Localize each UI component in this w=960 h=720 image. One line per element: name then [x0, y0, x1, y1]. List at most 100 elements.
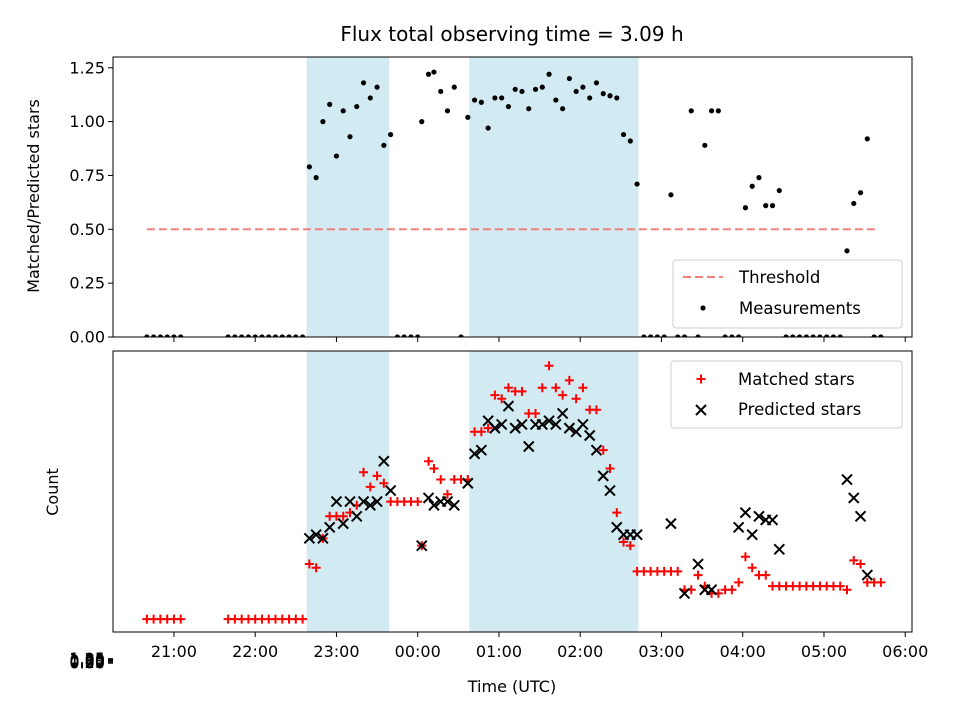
bottom-y-tick-label: 0.50: [69, 652, 105, 671]
measurement-point: [340, 108, 346, 114]
measurement-point: [756, 175, 762, 181]
predicted-star-marker: [516, 418, 528, 431]
predicted-star-marker: [692, 558, 704, 570]
measurement-point: [729, 334, 735, 337]
top-y-tick-label: 0.50: [69, 220, 105, 239]
matched-star-marker: [379, 478, 389, 488]
measurement-point: [546, 71, 552, 77]
measurement-point: [587, 95, 593, 101]
measurement-point: [736, 334, 742, 337]
predicted-star-marker: [536, 418, 549, 431]
matched-star-marker: [612, 508, 622, 518]
legend-threshold-label: Threshold: [738, 268, 820, 287]
matched-star-marker: [429, 464, 439, 474]
measurement-point: [560, 106, 566, 112]
measurement-point: [668, 192, 674, 198]
predicted-star-marker: [841, 473, 853, 486]
matched-star-marker: [673, 566, 683, 576]
bottom-y-tick-label: 0.00: [69, 654, 105, 673]
measurement-point: [499, 95, 505, 101]
bottom-plot-area: [142, 361, 886, 624]
measurement-point: [871, 334, 877, 337]
matched-star-marker: [619, 537, 629, 547]
measurement-point: [286, 334, 292, 337]
matched-star-marker: [849, 555, 859, 565]
predicted-star-marker: [861, 569, 874, 581]
measurement-point: [695, 334, 701, 337]
matched-star-marker: [517, 386, 527, 396]
measurement-point: [851, 200, 857, 207]
measurement-point: [702, 142, 708, 148]
measurement-point: [381, 142, 387, 148]
predicted-star-marker: [448, 499, 460, 511]
measurement-point: [252, 334, 258, 337]
predicted-star-marker: [550, 418, 562, 431]
measurement-point: [878, 334, 884, 337]
x-axis-label: Time (UTC): [467, 677, 556, 696]
legend-box: [672, 259, 903, 329]
measurement-point: [299, 334, 306, 337]
matched-star-marker: [476, 427, 486, 437]
legend-matched-label: Matched stars: [738, 370, 855, 389]
measurement-point: [573, 88, 579, 95]
legend-measurement-label: Measurements: [739, 299, 861, 318]
matched-star-marker: [578, 383, 588, 393]
measurement-point: [320, 119, 326, 125]
matched-star-marker: [876, 577, 886, 587]
x-tick-label: 21:00: [151, 642, 197, 661]
top-shaded-interval: [469, 57, 639, 337]
chart-title: Flux total observing time = 3.09 h: [340, 22, 683, 46]
measurement-point: [171, 334, 177, 337]
measurement-point: [394, 334, 400, 337]
bottom-panel: 0.000.250.500.751.001.25 21:00 22:00 23:00 0…: [69, 350, 928, 673]
predicted-star-marker: [441, 495, 454, 508]
top-y-tick-label: 0.75: [69, 166, 105, 185]
measurement-point: [431, 69, 437, 75]
measurement-point: [144, 334, 150, 337]
predicted-star-marker: [577, 418, 589, 431]
predicted-star-marker: [371, 495, 383, 508]
predicted-star-marker: [753, 510, 765, 523]
measurement-point: [607, 93, 613, 99]
measurement-point: [259, 334, 265, 337]
measurement-point: [485, 125, 491, 131]
top-panel: 0.00 0.25 0.50 0.75 1.00 1.25 Threshold Measure…: [69, 56, 913, 347]
measurement-point: [742, 205, 749, 211]
matched-star-marker: [497, 394, 507, 404]
measurement-point: [844, 248, 850, 254]
top-y-tick-label: 0.25: [69, 274, 105, 293]
predicted-star-marker: [489, 422, 501, 434]
measurement-point: [367, 95, 373, 101]
measurement-point: [830, 334, 837, 337]
predicted-star-marker: [543, 415, 555, 427]
measurement-point: [803, 334, 809, 337]
measurement-point: [593, 80, 600, 86]
top-y-tick-label: 0.00: [69, 328, 105, 347]
measurement-point: [360, 80, 367, 86]
x-tick-label: 03:00: [638, 642, 684, 661]
predicted-star-marker: [303, 532, 316, 545]
matched-star-marker: [734, 577, 744, 587]
matched-star-marker: [365, 482, 375, 492]
measurement-point: [239, 334, 245, 337]
top-shaded-interval: [306, 57, 390, 337]
predicted-star-marker: [854, 510, 867, 523]
predicted-star-marker: [337, 517, 349, 530]
matched-star-marker: [413, 497, 423, 507]
measurement-point: [620, 131, 627, 138]
measurement-point: [776, 187, 782, 194]
measurement-point: [722, 334, 728, 337]
measurement-point: [824, 334, 830, 337]
predicted-star-marker: [364, 499, 377, 511]
measurement-point: [266, 334, 272, 337]
measurement-point: [566, 75, 572, 82]
measurement-point: [415, 334, 421, 337]
measurement-point: [293, 334, 299, 337]
predicted-star-marker: [357, 495, 370, 508]
bottom-shaded-interval: [306, 351, 390, 632]
legend-box: [670, 360, 903, 429]
measurement-point: [708, 108, 715, 114]
matched-star-marker: [537, 383, 547, 393]
matched-star-marker: [761, 570, 771, 580]
